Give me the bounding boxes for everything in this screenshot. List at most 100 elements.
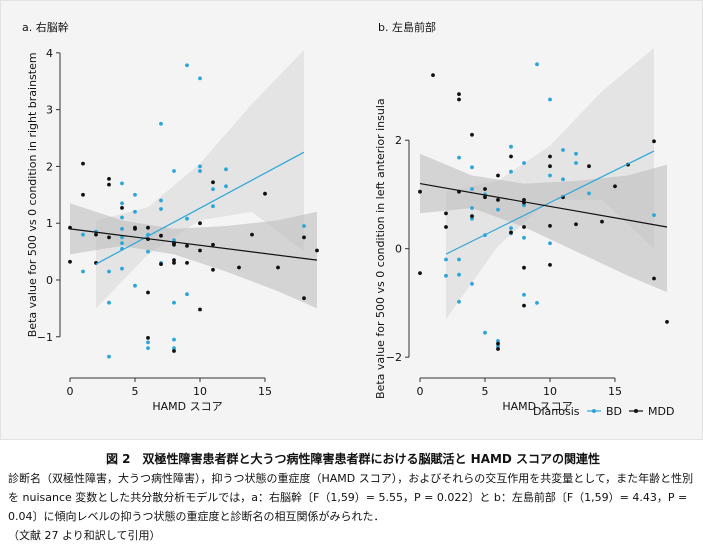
legend-marker-bd [592,409,596,413]
data-point-bd [81,232,85,237]
data-point-bd [509,169,513,174]
confidence-band-mdd [70,203,317,309]
data-point-mdd [483,195,487,200]
data-point-mdd [574,222,578,227]
data-point-bd [457,257,461,262]
data-point-bd [457,155,461,160]
data-point-bd [587,191,591,196]
data-point-mdd [496,347,500,351]
y-tick-label: −1 [37,331,53,344]
x-tick-label: 10 [193,385,207,398]
x-tick-label: 0 [417,385,424,398]
data-point-mdd [548,224,552,228]
data-point-bd [120,241,124,246]
data-point-bd [133,283,137,288]
data-point-bd [159,207,163,211]
data-point-bd [198,164,202,169]
data-point-bd [120,227,124,231]
data-point-bd [120,215,124,220]
data-point-mdd [211,267,215,272]
data-point-mdd [107,182,111,187]
data-point-mdd [263,191,267,196]
data-point-bd [548,241,552,246]
data-point-bd [522,203,526,208]
figure-svg: a. 右脳幹 0 5 10 15 −1 0 1 2 3 4 HAMD スコア Beta value fo… [22,20,674,418]
data-point-bd [224,167,228,172]
data-point-mdd [613,184,617,189]
data-point-bd [159,121,163,126]
data-point-bd [561,148,565,152]
data-point-bd [483,330,487,335]
data-point-bd [470,165,474,170]
data-point-mdd [315,248,319,253]
data-point-bd [457,272,461,277]
data-point-mdd [444,211,448,216]
data-point-mdd [522,303,526,308]
data-point-mdd [159,262,163,266]
data-point-mdd [522,198,526,202]
data-point-mdd [198,307,202,312]
data-point-bd [146,340,150,345]
data-point-bd [535,301,539,305]
chart-panel-b: b. 左島前部 0 5 10 15 −2 0 2 HAMD スコア Beta value for … [374,20,669,413]
caption-body: 診断名（双極性障害，大うつ病性障害），抑うつ状態の重症度（HAMD スコア），お… [8,472,694,523]
data-point-mdd [457,92,461,96]
y-tick-label: 1 [46,217,53,230]
data-point-mdd [496,341,500,346]
data-point-mdd [198,248,202,253]
data-point-bd [185,63,189,68]
data-point-bd [185,292,189,297]
data-point-mdd [172,349,176,353]
x-axis-label: HAMD スコア [502,400,572,413]
data-point-mdd [107,235,111,240]
data-point-bd [470,282,474,286]
data-point-mdd [509,230,513,235]
x-axis-label: HAMD スコア [152,400,222,413]
data-point-bd [133,192,137,197]
legend: Dianosis BD MDD [533,405,674,418]
data-point-bd [120,235,124,240]
data-point-bd [224,184,228,189]
x-tick-label: 15 [608,385,622,398]
data-point-bd [548,97,552,102]
data-point-bd [561,177,565,182]
data-point-mdd [496,173,500,178]
caption-source: （文献 27 より和訳して引用） [8,529,161,542]
regression-line-bd [95,151,305,265]
data-point-bd [120,266,124,271]
data-point-bd [509,144,513,149]
data-point-mdd [509,154,513,159]
data-point-mdd [665,320,669,324]
data-point-bd [470,187,474,191]
data-point-mdd [483,187,487,191]
y-tick-label: 3 [46,104,53,117]
data-point-mdd [185,261,189,265]
data-point-mdd [444,225,448,229]
data-point-bd [522,235,526,240]
data-point-bd [172,300,176,305]
data-point-mdd [652,139,656,144]
data-point-bd [185,216,189,221]
data-point-bd [444,273,448,278]
data-point-bd [146,249,150,254]
data-point-mdd [250,232,254,237]
data-point-bd [522,161,526,165]
data-point-bd [107,300,111,305]
y-tick-label: 0 [395,243,402,256]
data-point-bd [107,354,111,359]
data-point-bd [172,337,176,342]
data-point-bd [444,257,448,262]
data-point-bd [172,169,176,173]
y-tick-label: 2 [395,134,402,147]
data-point-mdd [237,265,241,270]
data-point-mdd [431,73,435,77]
y-axis-label: Beta value for 500 vs 0 condition in rig… [26,52,39,337]
data-point-mdd [470,214,474,219]
data-point-bd [522,292,526,297]
data-point-mdd [418,189,422,194]
data-point-mdd [587,164,591,169]
data-point-mdd [133,225,137,230]
data-point-mdd [522,265,526,270]
data-point-bd [133,209,137,214]
data-point-mdd [94,232,98,237]
